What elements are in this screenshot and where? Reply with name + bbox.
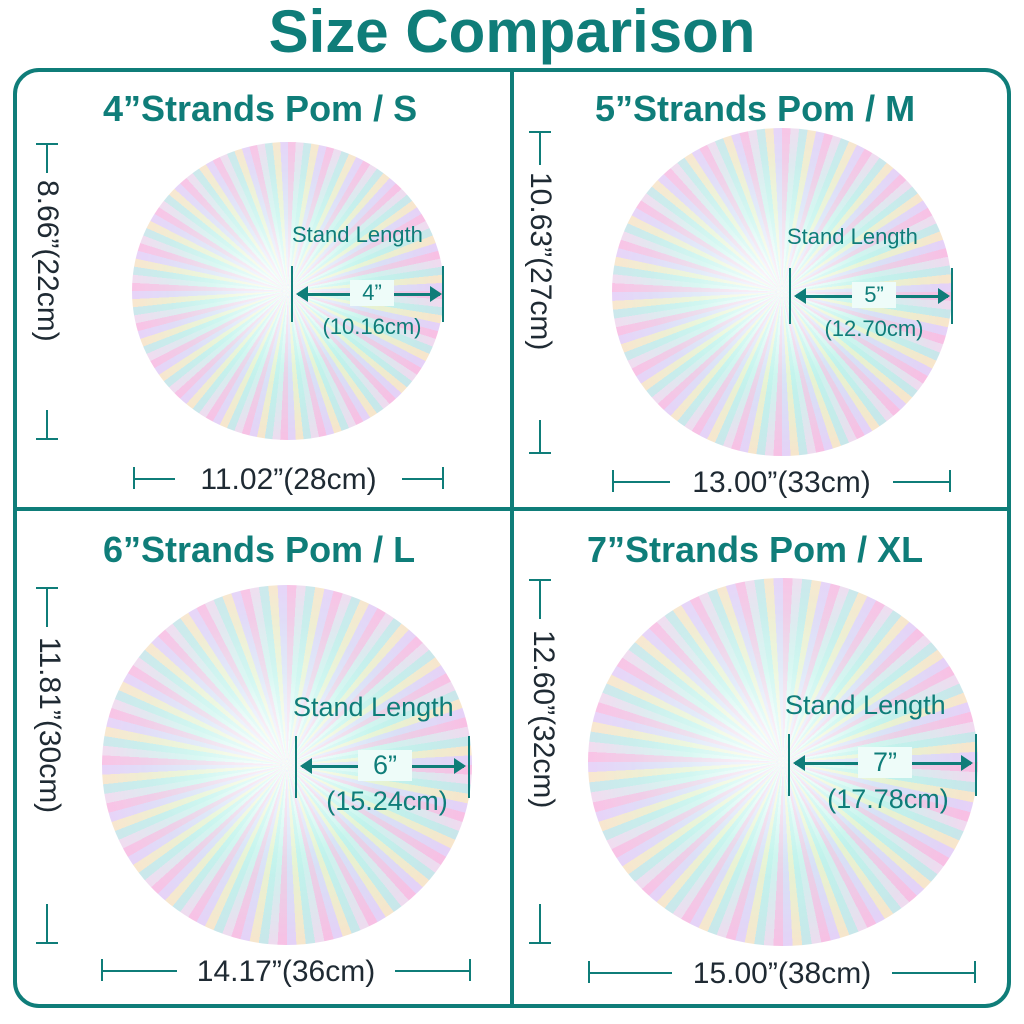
stand-cm-l: (15.24cm): [326, 786, 448, 816]
height-line-bottom-s: [46, 410, 48, 440]
height-label-xl: 12.60”(32cm): [527, 630, 560, 809]
width-label-l: 14.17”(36cm): [196, 955, 376, 988]
width-line-right-xl: [892, 972, 976, 974]
stand-start-tick-m: [789, 268, 791, 324]
page-title: Size Comparison: [268, 0, 756, 65]
height-line-top-xl: [539, 579, 541, 619]
horizontal-divider: [15, 507, 1009, 511]
width-line-left-l: [101, 970, 177, 972]
height-line-bottom-m: [539, 420, 541, 454]
width-label-s: 11.02”(28cm): [200, 463, 377, 496]
pom-image-s: [132, 142, 444, 440]
pom-image-m: [612, 128, 952, 456]
stand-end-tick-xl: [975, 734, 977, 796]
stand-end-tick-m: [951, 268, 953, 324]
height-label-l: 11.81”(30cm): [33, 637, 66, 814]
height-line-top-m: [539, 131, 541, 165]
width-line-right-l: [395, 970, 471, 972]
stand-length-label-xl: Stand Length: [785, 690, 946, 720]
panel-title-m: 5”Strands Pom / M: [595, 88, 916, 129]
stand-cm-s: (10.16cm): [322, 314, 422, 339]
width-label-xl: 15.00”(38cm): [692, 957, 872, 990]
width-line-left-xl: [588, 972, 672, 974]
width-line-right-m: [893, 481, 951, 483]
stand-value-m: 5”: [852, 282, 896, 308]
panel-title-l: 6”Strands Pom / L: [103, 529, 416, 570]
height-label-m: 10.63”(27cm): [524, 172, 557, 351]
width-line-right-s: [402, 478, 444, 480]
stand-cm-xl: (17.78cm): [827, 784, 949, 814]
height-line-top-l: [46, 587, 48, 627]
stand-value-xl: 7”: [858, 747, 912, 778]
width-label-m: 13.00”(33cm): [692, 466, 871, 499]
height-line-bottom-l: [46, 904, 48, 944]
height-line-top-s: [46, 143, 48, 173]
width-line-left-s: [133, 478, 175, 480]
stand-value-l: 6”: [358, 750, 412, 781]
height-label-s: 8.66”(22cm): [31, 180, 64, 342]
stand-end-tick-s: [442, 266, 444, 322]
stand-start-tick-xl: [788, 734, 790, 796]
stand-end-tick-l: [468, 736, 470, 798]
stand-length-label-s: Stand Length: [292, 222, 423, 247]
panel-title-xl: 7”Strands Pom / XL: [587, 529, 924, 570]
height-line-bottom-xl: [539, 904, 541, 944]
stand-cm-m: (12.70cm): [824, 316, 924, 341]
stand-start-tick-l: [295, 736, 297, 798]
stand-start-tick-s: [291, 266, 293, 322]
vertical-divider: [510, 70, 514, 1006]
panel-title-s: 4”Strands Pom / S: [103, 88, 418, 129]
stand-length-label-m: Stand Length: [787, 224, 918, 249]
stand-length-label-l: Stand Length: [293, 692, 454, 722]
stand-value-s: 4”: [350, 280, 394, 306]
width-line-left-m: [612, 481, 670, 483]
